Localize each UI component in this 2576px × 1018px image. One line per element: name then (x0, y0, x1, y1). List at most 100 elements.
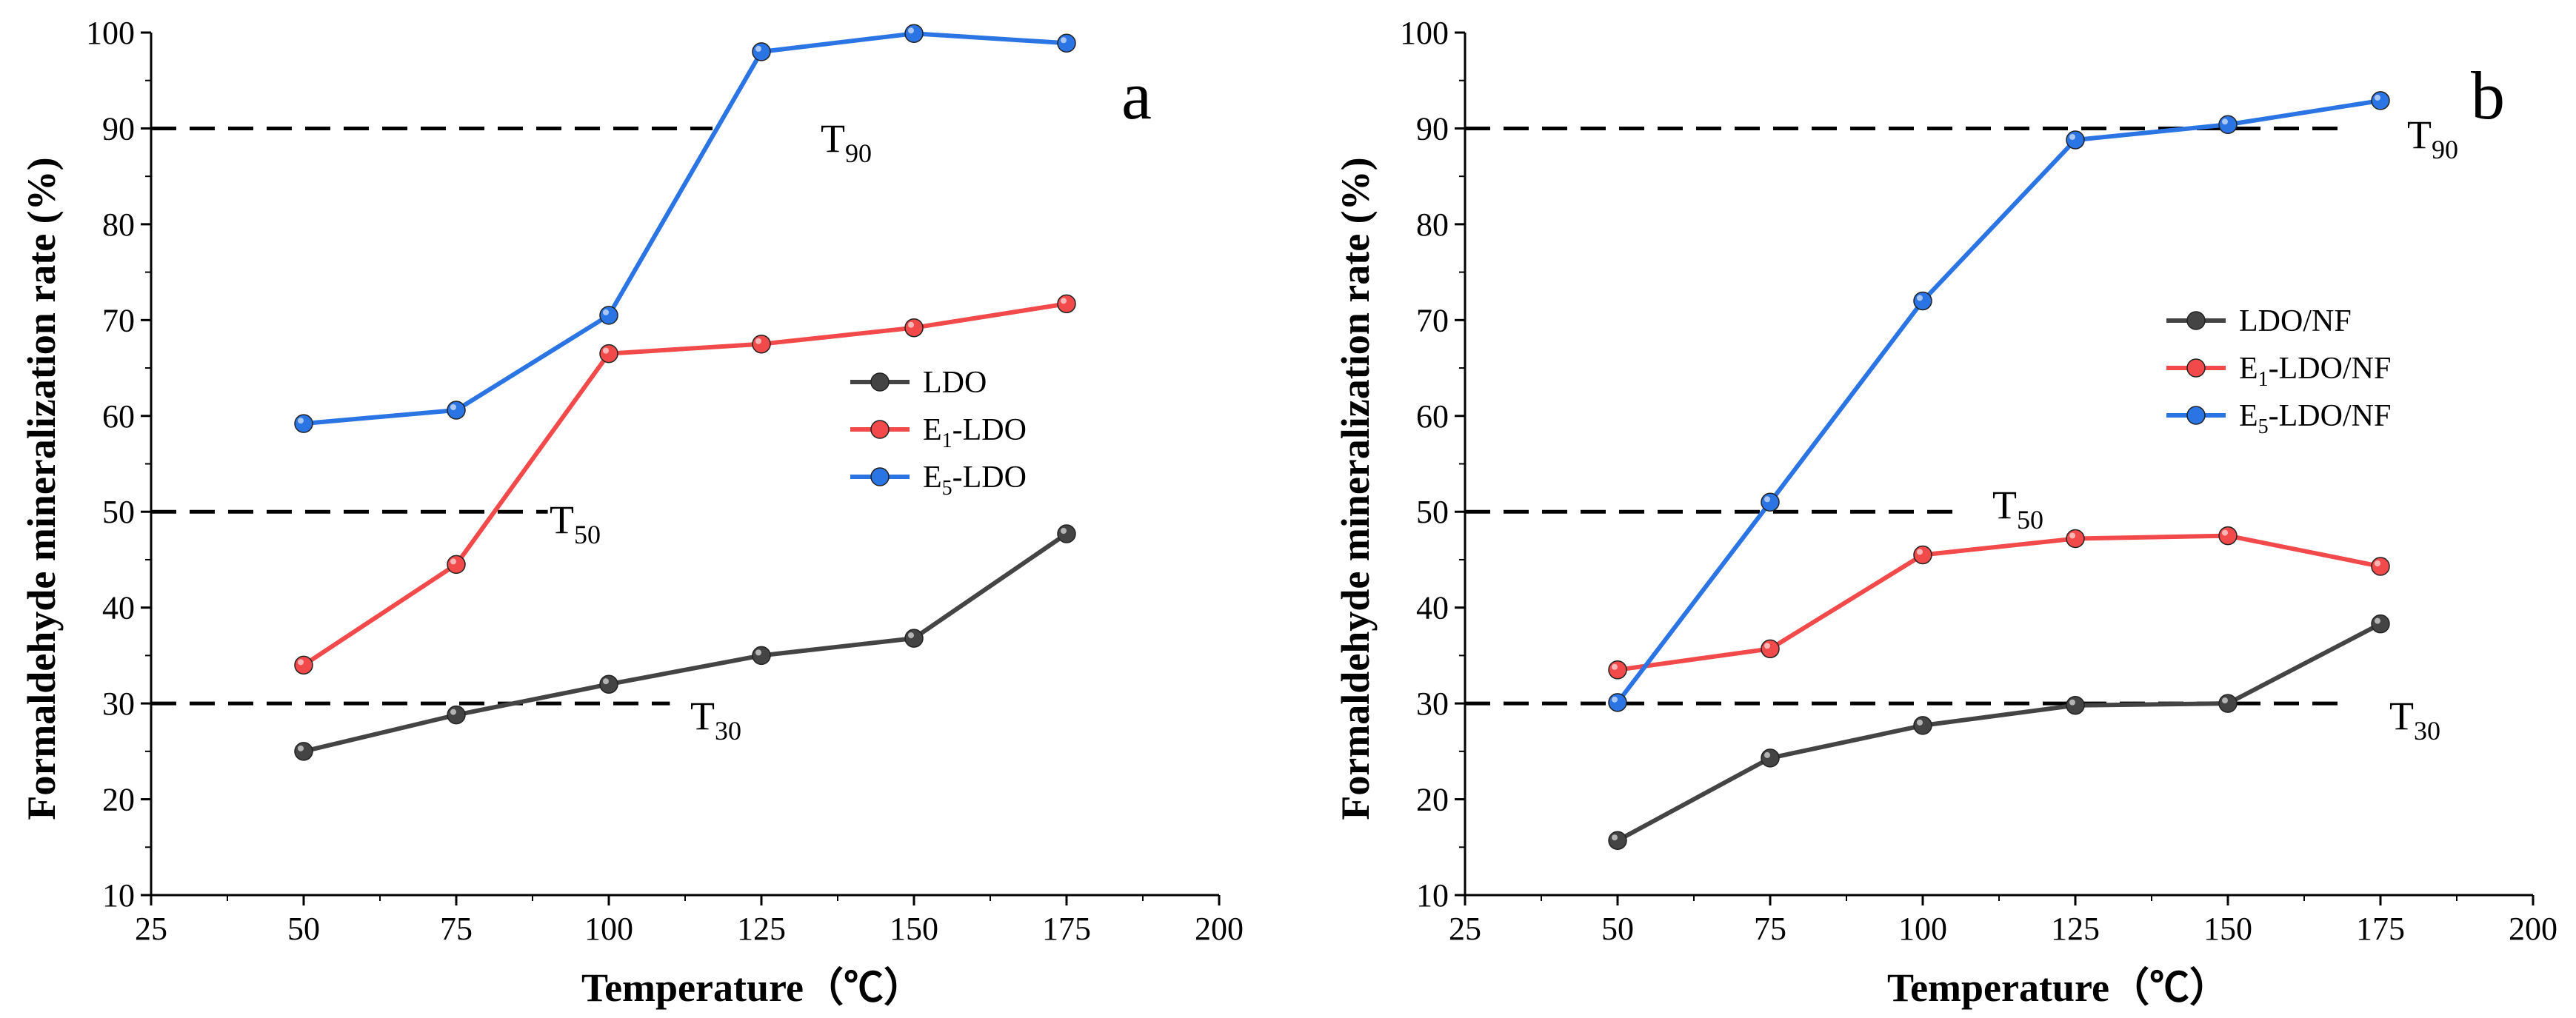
panel-a-legend-marker-e1-ldo (870, 420, 890, 439)
panel-a-x-tick-label: 100 (584, 911, 633, 947)
panel-a-data-point-ldo (447, 705, 466, 725)
panel-b-data-point-ldo-nf (1761, 749, 1780, 768)
panel-b-y-tick-label: 70 (1416, 302, 1449, 338)
panel-b-x-tick-label: 125 (2051, 911, 2100, 947)
panel-a-y-tick-label: 40 (102, 590, 135, 626)
panel-a-data-point-ldo (599, 674, 618, 694)
panel-b-threshold-label-t90: T90 (2407, 113, 2458, 164)
panel-b-data-point-highlight (1612, 663, 1618, 670)
panel-b-data-point-highlight (2222, 118, 2228, 125)
panel-a-y-tick-label: 60 (102, 398, 135, 435)
panel-a-data-point-ldo (1057, 524, 1076, 543)
panel-b-y-tick-label: 10 (1416, 877, 1449, 914)
panel-a-x-tick-label: 50 (287, 911, 320, 947)
panel-b-data-point-e1-ldo-nf (2371, 557, 2390, 576)
panel-b-legend-label-e5-ldo-nf: E5-LDO/NF (2239, 399, 2391, 438)
panel-b-data-point-highlight (2222, 697, 2228, 704)
panel-a-legend-marker-ldo (870, 372, 890, 392)
panel-b-x-tick-label: 175 (2356, 911, 2405, 947)
panel-b-data-point-e1-ldo-nf (2066, 529, 2085, 549)
panel-b-legend-label-ldo-nf: LDO/NF (2239, 304, 2352, 338)
panel-b-data-point-highlight (2222, 529, 2228, 536)
panel-b-data-point-e1-ldo-nf (1761, 639, 1780, 659)
panel-b-data-point-e1-ldo-nf (1913, 545, 1932, 565)
panel-a-data-point-e5-ldo (904, 24, 924, 44)
panel-a-data-point-highlight (908, 321, 914, 328)
panel-a-threshold-label-t50: T50 (550, 498, 601, 549)
panel-a-data-point-e5-ldo (294, 414, 313, 433)
panel-b-data-point-ldo-nf (2066, 695, 2085, 715)
panel-b-data-point-highlight (2069, 133, 2075, 140)
panel-b-y-tick-label: 30 (1416, 686, 1449, 722)
panel-b-x-tick-label: 25 (1449, 911, 1481, 947)
panel-b-x-tick-label: 75 (1754, 911, 1786, 947)
panel-a-data-point-highlight (603, 347, 609, 354)
panel-a-y-tick-label: 50 (102, 494, 135, 530)
panel-a-data-point-highlight (908, 632, 914, 639)
panel-a-data-point-e5-ldo (1057, 33, 1076, 53)
panel-b-data-point-highlight (2375, 94, 2380, 101)
panel-a-x-tick-label: 25 (135, 911, 167, 947)
panel-b-threshold-label-t30: T30 (2389, 694, 2440, 746)
panel-b-data-point-highlight (1917, 549, 1923, 555)
panel-a-data-point-e1-ldo (1057, 294, 1076, 314)
panel-b-data-point-highlight (1612, 834, 1618, 841)
panel-a-data-point-highlight (450, 404, 456, 411)
panel-b-y-tick-label: 40 (1416, 590, 1449, 626)
panel-b-x-tick-label: 100 (1898, 911, 1947, 947)
panel-b-legend-marker-e5-ldo-nf (2186, 406, 2206, 425)
panel-b-data-point-e1-ldo-nf (2218, 526, 2238, 546)
panel-a-y-tick-label: 80 (102, 207, 135, 243)
panel-a-data-point-e1-ldo (599, 344, 618, 364)
panel-b-data-point-highlight (2375, 617, 2380, 624)
panel-b-data-point-highlight (1612, 696, 1618, 703)
panel-a-threshold-label-t30: T30 (690, 694, 741, 746)
panel-a-data-point-e1-ldo (752, 334, 771, 354)
panel-a-x-tick-label: 175 (1042, 911, 1091, 947)
panel-a-data-point-highlight (755, 649, 761, 656)
panel-a-data-point-e1-ldo (904, 318, 924, 338)
panel-b-data-point-ldo-nf (2218, 694, 2238, 713)
panel-a-data-point-highlight (603, 309, 609, 315)
panel-b-y-tick-label: 60 (1416, 398, 1449, 435)
panel-a-y-tick-label: 90 (102, 110, 135, 147)
panel-a-x-tick-label: 125 (737, 911, 786, 947)
panel-a-legend-label-ldo: LDO (923, 366, 987, 400)
panel-a-data-point-e1-ldo (294, 655, 313, 675)
panel-b-legend-label-e1-ldo-nf: E1-LDO/NF (2239, 352, 2391, 391)
panel-a-data-point-highlight (298, 745, 304, 751)
panel-a-threshold-label-t90: T90 (821, 116, 872, 168)
panel-a-data-point-ldo (904, 629, 924, 648)
panel-a-y-tick-label: 70 (102, 302, 135, 338)
panel-a-data-point-highlight (1061, 527, 1067, 534)
panel-a-data-point-highlight (298, 418, 304, 424)
panel-b-data-point-e5-ldo-nf (2371, 91, 2390, 110)
panel-a-legend-marker-e5-ldo (870, 467, 890, 486)
panel-b-y-axis-title: Formaldehyde mineralization rate (%) (1333, 157, 1378, 820)
panel-b-data-point-highlight (2375, 560, 2380, 567)
panel-b-threshold-label-t50: T50 (1992, 483, 2043, 535)
panel-a-y-axis-title: Formaldehyde mineralization rate (%) (19, 157, 64, 820)
panel-b-label: b (2471, 58, 2505, 133)
panel-b-legend-marker-e1-ldo-nf (2186, 358, 2206, 378)
panel-b-x-tick-label: 150 (2203, 911, 2252, 947)
panel-b-data-point-ldo-nf (2371, 614, 2390, 634)
panel-b-y-tick-label: 20 (1416, 782, 1449, 818)
panel-a-data-point-e1-ldo (447, 555, 466, 575)
panel-b-y-tick-label: 100 (1400, 15, 1449, 51)
panel-b-series-line-e1-ldo-nf (1617, 533, 2381, 672)
panel-a-y-tick-label: 20 (102, 782, 135, 818)
panel-b-data-point-highlight (1917, 719, 1923, 726)
panel-b-data-point-e5-ldo-nf (1761, 492, 1780, 512)
panel-a-x-tick-label: 75 (440, 911, 473, 947)
panel-b-x-tick-label: 50 (1601, 911, 1634, 947)
panel-b-data-point-e5-ldo-nf (2066, 130, 2085, 150)
panel-b-data-point-e1-ldo-nf (1608, 660, 1627, 680)
panel-a-data-point-highlight (755, 45, 761, 52)
panel-a-legend-label-e1-ldo: E1-LDO (923, 413, 1027, 452)
panel-a-series-line-e5-ldo (303, 31, 1067, 426)
panel-a-data-point-ldo (294, 742, 313, 761)
panel-a-data-point-e5-ldo (447, 401, 466, 420)
panel-b-y-tick-label: 80 (1416, 207, 1449, 243)
panel-b-data-point-highlight (1764, 751, 1770, 758)
